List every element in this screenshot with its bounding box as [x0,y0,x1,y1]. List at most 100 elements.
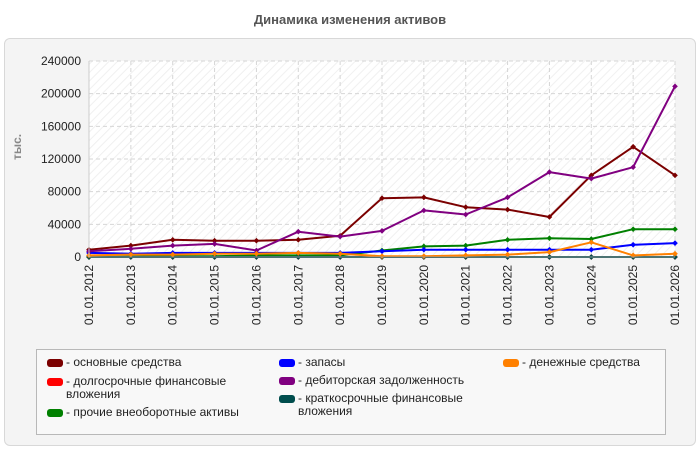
legend-item-other-noncurrent-assets: - прочие внеоборотные активы [47,406,239,419]
y-tick-label: 160000 [41,119,81,133]
line-chart: 240000 200000 160000 120000 80000 40000 0 01.0… [41,54,682,325]
y-tick-label: 0 [74,250,81,264]
data-point [379,248,385,255]
data-point [672,226,678,233]
data-point [421,194,427,201]
chart-title: Динамика изменения активов [253,12,447,27]
legend-item-inventories: - запасы [279,356,345,369]
x-tick-label: 01.01.2012 [82,265,96,325]
legend-swatch [47,409,63,417]
data-point [546,214,553,220]
x-tick-label: 01.01.2025 [626,265,640,325]
data-point [462,242,469,249]
data-point [253,250,260,257]
y-axis-label: тыс. [10,133,24,160]
data-point [588,172,595,179]
x-axis-tick-labels: 01.01.2012 01.01.2013 01.01.2014 01.01.2015… [82,265,682,325]
data-point [504,246,511,253]
data-point [253,237,260,244]
series-дебиторская-задолженность [86,83,678,255]
data-point [672,172,678,179]
y-axis-tick-labels: 240000 200000 160000 120000 80000 40000 0 [41,54,81,264]
data-point [546,169,553,175]
data-point [295,237,302,243]
legend: - основные средства - долгосрочные финан… [36,349,666,435]
data-point [588,175,595,182]
x-tick-label: 01.01.2022 [501,265,515,325]
legend-item-fixed-assets: - основные средства [47,356,181,369]
legend-swatch [279,395,295,403]
data-point [421,243,427,250]
data-point [128,242,134,249]
legend-label: - запасы [298,355,346,369]
data-point [630,226,636,233]
data-point [504,237,511,243]
x-tick-label: 01.01.2026 [668,265,682,325]
legend-item-cash: - денежные средства [503,356,640,369]
data-point [630,241,636,248]
x-tick-label: 01.01.2014 [166,265,180,325]
data-point [546,249,553,255]
x-tick-label: 01.01.2021 [459,265,473,325]
data-point [337,250,343,257]
data-point [295,228,302,235]
data-point [421,207,427,214]
legend-label: - основные средства [66,355,182,369]
series-основные-средства [86,143,678,253]
data-point [379,228,385,234]
legend-label: - дебиторская задолженность [298,373,465,387]
x-tick-label: 01.01.2016 [249,265,263,325]
data-point [211,241,218,247]
data-point [211,237,218,244]
legend-swatch [279,359,295,367]
data-point [295,250,302,256]
data-point [337,233,343,240]
data-point [504,194,511,201]
data-point [379,253,385,260]
data-point [421,246,427,253]
legend-label: - долгосрочные финансовые вложения [66,374,227,401]
legend-item-short-term-investments: - краткосрочные финансовые вложения [279,392,499,418]
data-point [588,239,595,246]
y-tick-label: 240000 [41,54,81,68]
data-point [630,164,636,170]
y-tick-label: 200000 [41,87,81,101]
x-tick-label: 01.01.2017 [291,265,305,325]
x-tick-label: 01.01.2024 [584,265,598,325]
x-tick-label: 01.01.2023 [542,265,556,325]
data-point [462,246,469,253]
grid-lines [88,60,676,258]
data-point [588,236,595,242]
data-point [253,247,260,254]
legend-swatch [503,359,519,367]
legend-swatch [47,359,63,367]
data-point [462,211,469,218]
data-point [462,204,469,211]
y-tick-label: 40000 [48,217,82,231]
y-tick-label: 80000 [48,185,82,199]
data-point [128,246,134,252]
x-tick-label: 01.01.2019 [375,265,389,325]
data-point [169,242,176,249]
data-point [421,253,427,260]
legend-swatch [279,377,295,385]
x-tick-label: 01.01.2013 [124,265,138,325]
data-point [379,195,385,202]
data-point [546,235,553,242]
legend-item-long-term-investments: - долгосрочные финансовые вложения [47,375,247,401]
legend-label: - прочие внеоборотные активы [66,405,239,419]
data-point [504,206,511,213]
data-point [672,83,678,90]
x-tick-label: 01.01.2018 [333,265,347,325]
data-point [588,246,595,253]
data-point [169,237,176,243]
legend-swatch [47,378,63,386]
x-tick-label: 01.01.2015 [208,265,222,325]
data-point [672,240,678,246]
legend-label: - краткосрочные финансовые вложения [298,391,463,418]
x-tick-label: 01.01.2020 [417,265,431,325]
legend-item-receivables: - дебиторская задолженность [279,374,464,387]
data-point [672,250,678,257]
y-tick-label: 120000 [41,152,81,166]
data-point [211,250,218,257]
